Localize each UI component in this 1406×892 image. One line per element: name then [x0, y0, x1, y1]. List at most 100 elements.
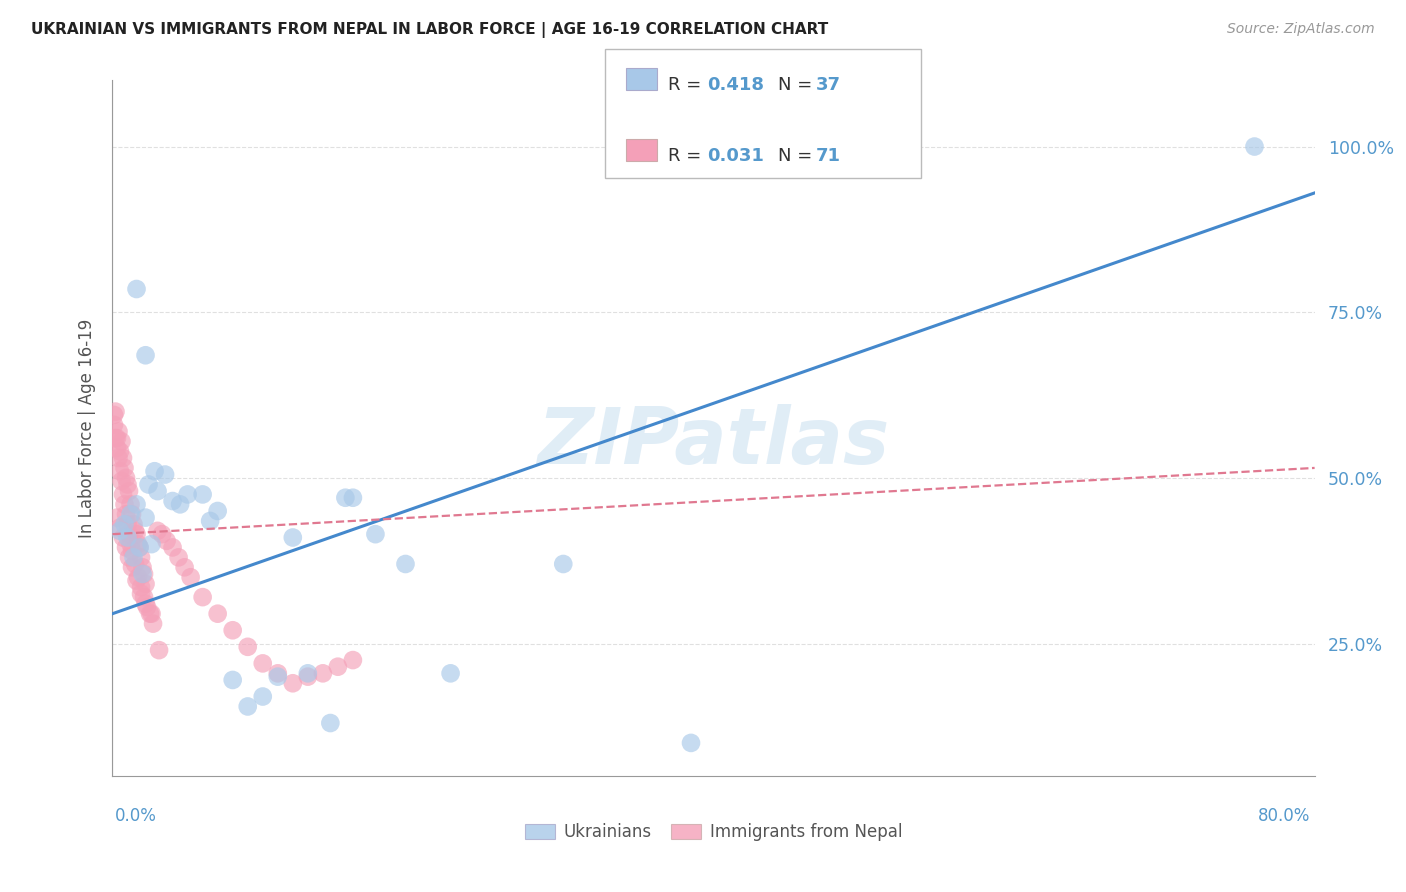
Y-axis label: In Labor Force | Age 16-19: In Labor Force | Age 16-19 — [77, 318, 96, 538]
Point — [138, 477, 160, 491]
Text: R =: R = — [668, 147, 707, 165]
Point — [236, 699, 259, 714]
Point — [297, 670, 319, 684]
Point — [148, 643, 170, 657]
Point — [135, 597, 157, 611]
Point — [135, 510, 157, 524]
Point — [131, 560, 153, 574]
Text: ZIPatlas: ZIPatlas — [537, 404, 890, 480]
Point — [198, 514, 221, 528]
Point — [108, 464, 131, 478]
Point — [364, 527, 387, 541]
Point — [104, 404, 127, 418]
Point — [115, 508, 138, 522]
Point — [173, 560, 195, 574]
Point — [122, 550, 145, 565]
Point — [129, 580, 152, 594]
Point — [135, 577, 157, 591]
Point — [105, 431, 128, 445]
Point — [117, 531, 139, 545]
Point — [162, 541, 184, 555]
Point — [115, 471, 138, 485]
Point — [167, 550, 190, 565]
Point — [142, 616, 165, 631]
Point — [335, 491, 357, 505]
Point — [121, 560, 143, 574]
Point — [136, 600, 159, 615]
Point — [207, 607, 229, 621]
Point — [394, 557, 416, 571]
Text: 0.0%: 0.0% — [115, 807, 157, 825]
Text: R =: R = — [668, 76, 707, 94]
Point — [132, 566, 155, 581]
Point — [252, 690, 274, 704]
Text: Source: ZipAtlas.com: Source: ZipAtlas.com — [1227, 22, 1375, 37]
Text: UKRAINIAN VS IMMIGRANTS FROM NEPAL IN LABOR FORCE | AGE 16-19 CORRELATION CHART: UKRAINIAN VS IMMIGRANTS FROM NEPAL IN LA… — [31, 22, 828, 38]
Point — [114, 497, 136, 511]
Point — [103, 408, 125, 422]
Point — [267, 670, 290, 684]
Point — [146, 484, 169, 499]
Point — [124, 524, 146, 538]
Point — [117, 477, 139, 491]
Point — [103, 417, 125, 432]
Point — [342, 491, 364, 505]
Point — [118, 527, 141, 541]
Point — [180, 570, 202, 584]
Text: N =: N = — [778, 147, 817, 165]
Point — [125, 497, 148, 511]
Point — [236, 640, 259, 654]
Point — [120, 497, 142, 511]
Point — [312, 666, 335, 681]
Point — [155, 533, 177, 548]
Legend: Ukrainians, Immigrants from Nepal: Ukrainians, Immigrants from Nepal — [519, 816, 908, 847]
Point — [118, 550, 141, 565]
Point — [169, 497, 191, 511]
Point — [108, 524, 131, 538]
Point — [121, 543, 143, 558]
Text: 0.031: 0.031 — [707, 147, 763, 165]
Point — [141, 537, 163, 551]
Point — [120, 508, 142, 522]
Point — [111, 487, 134, 501]
Point — [150, 527, 173, 541]
Text: N =: N = — [778, 76, 817, 94]
Point — [128, 541, 150, 555]
Point — [222, 673, 245, 687]
Text: 37: 37 — [815, 76, 841, 94]
Point — [124, 557, 146, 571]
Point — [127, 537, 149, 551]
Point — [108, 444, 131, 458]
Point — [342, 653, 364, 667]
Point — [125, 527, 148, 541]
Point — [110, 474, 132, 488]
Point — [191, 487, 214, 501]
Point — [143, 464, 166, 478]
Point — [326, 659, 349, 673]
Point — [110, 434, 132, 449]
Point — [1243, 139, 1265, 153]
Point — [129, 587, 152, 601]
Point — [107, 450, 129, 465]
Point — [122, 517, 145, 532]
Point — [141, 607, 163, 621]
Point — [104, 431, 127, 445]
Point — [128, 541, 150, 555]
Point — [111, 450, 134, 465]
Point — [162, 494, 184, 508]
Point — [553, 557, 575, 571]
Text: 0.418: 0.418 — [707, 76, 765, 94]
Point — [191, 590, 214, 604]
Point — [176, 487, 198, 501]
Point — [132, 590, 155, 604]
Point — [679, 736, 702, 750]
Point — [222, 624, 245, 638]
Point — [281, 531, 304, 545]
Point — [108, 520, 131, 534]
Point — [121, 508, 143, 522]
Point — [146, 524, 169, 538]
Point — [281, 676, 304, 690]
Point — [127, 570, 149, 584]
Point — [115, 541, 138, 555]
Point — [207, 504, 229, 518]
